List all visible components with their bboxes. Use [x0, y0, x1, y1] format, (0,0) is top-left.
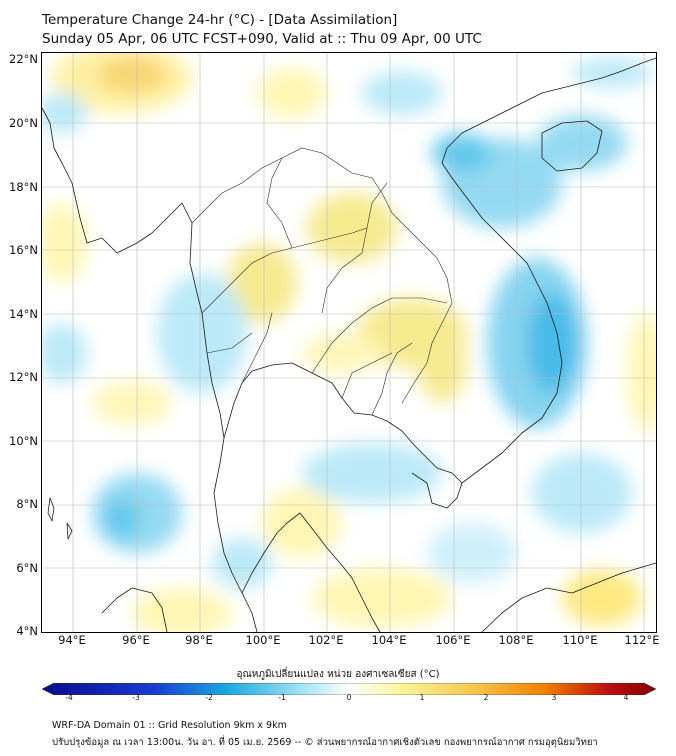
colorbar-tick: -1 [278, 693, 286, 702]
country-borders [191, 147, 453, 416]
footer-credits: ปรับปรุงข้อมูล ณ เวลา 13:00น. วัน อา. ที… [52, 737, 598, 748]
temperature-field [42, 53, 656, 632]
temperature-change-map[interactable] [41, 52, 657, 633]
colorbar-label: อุณหภูมิเปลี่ยนแปลง หน่วย องศาเซลเซียส (… [236, 669, 440, 680]
chart-title: Temperature Change 24-hr (°C) - [Data As… [42, 12, 398, 28]
lon-tick: 110°E [562, 633, 598, 647]
lat-tick: 18°N [9, 180, 38, 194]
lon-tick: 106°E [435, 633, 471, 647]
lat-tick: 8°N [16, 497, 38, 511]
colorbar-tick: -2 [205, 693, 213, 702]
footer-domain-info: WRF-DA Domain 01 :: Grid Resolution 9km … [52, 720, 287, 731]
colorbar-tick: -3 [132, 693, 140, 702]
graticule [42, 53, 656, 632]
lat-tick: 4°N [16, 624, 38, 638]
lat-tick: 20°N [9, 116, 38, 130]
lat-tick: 22°N [9, 52, 38, 66]
lon-tick: 104°E [371, 633, 407, 647]
colorbar-tick: 1 [419, 693, 425, 702]
coastlines [42, 57, 656, 632]
lat-tick: 6°N [16, 561, 38, 575]
colorbar-tick: -4 [65, 693, 73, 702]
colorbar-tick: 0 [346, 693, 352, 702]
colorbar-tick: 4 [623, 693, 629, 702]
lon-tick: 102°E [308, 633, 344, 647]
lat-tick: 16°N [9, 243, 38, 257]
colorbar-tick: 2 [483, 693, 489, 702]
lon-tick: 112°E [624, 633, 660, 647]
lon-tick: 98°E [185, 633, 213, 647]
lon-tick: 96°E [122, 633, 150, 647]
map-canvas [42, 53, 656, 632]
lon-tick: 94°E [58, 633, 86, 647]
colorbar-tick: 3 [551, 693, 557, 702]
lat-tick: 12°N [9, 370, 38, 384]
lon-tick: 100°E [245, 633, 281, 647]
lat-tick: 14°N [9, 307, 38, 321]
lat-tick: 10°N [9, 434, 38, 448]
lon-tick: 108°E [498, 633, 534, 647]
chart-subtitle: Sunday 05 Apr, 06 UTC FCST+090, Valid at… [42, 31, 482, 47]
